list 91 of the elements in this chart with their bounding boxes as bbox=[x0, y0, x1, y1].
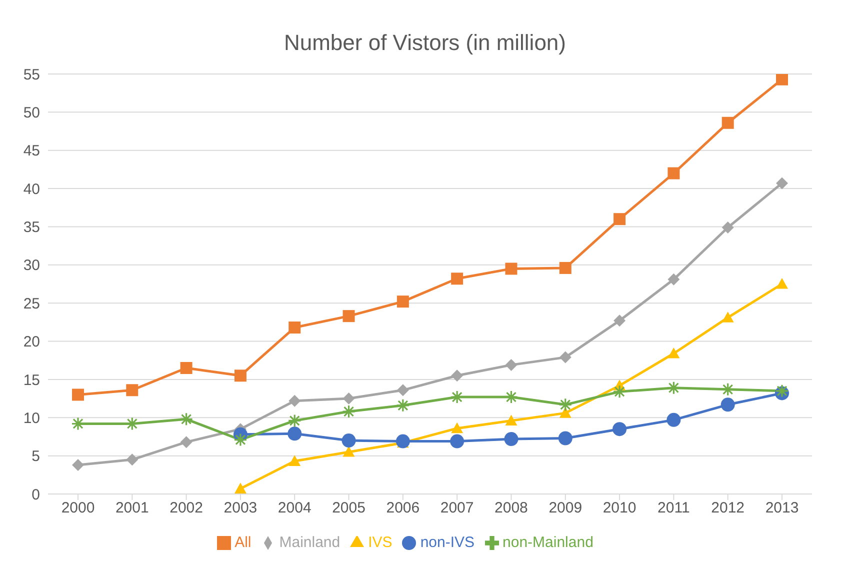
point bbox=[614, 314, 626, 327]
legend-label: IVS bbox=[368, 534, 392, 551]
point bbox=[234, 482, 246, 494]
point bbox=[504, 432, 518, 446]
x-tick-label: 2013 bbox=[765, 500, 799, 517]
point bbox=[396, 434, 410, 448]
point bbox=[450, 390, 464, 404]
point bbox=[612, 422, 627, 436]
y-tick-label: 25 bbox=[23, 295, 40, 312]
x-tick-label: 2005 bbox=[332, 500, 366, 517]
legend-label: All bbox=[234, 534, 252, 551]
point bbox=[342, 434, 356, 448]
legend-label: non-IVS bbox=[420, 534, 475, 551]
point bbox=[288, 322, 301, 334]
point bbox=[234, 370, 246, 382]
y-tick-label: 5 bbox=[32, 448, 40, 466]
point bbox=[125, 416, 139, 431]
y-tick-label: 20 bbox=[23, 334, 40, 351]
point bbox=[720, 398, 735, 412]
point bbox=[342, 392, 355, 405]
y-tick-label: 0 bbox=[32, 486, 40, 504]
point bbox=[288, 394, 301, 407]
point bbox=[451, 422, 464, 434]
point bbox=[559, 351, 572, 364]
point bbox=[342, 446, 355, 457]
point bbox=[505, 262, 518, 275]
y-tick-label: 35 bbox=[23, 219, 40, 236]
chart-title: Number of Vistors (in million) bbox=[282, 29, 567, 57]
x-tick-label: 2003 bbox=[224, 500, 258, 517]
point bbox=[72, 388, 84, 401]
y-tick-label: 45 bbox=[23, 142, 40, 160]
point bbox=[721, 382, 735, 396]
x-tick-label: 2009 bbox=[548, 500, 582, 517]
y-tick-label: 50 bbox=[23, 104, 40, 122]
point bbox=[71, 416, 85, 431]
x-tick-label: 2008 bbox=[494, 500, 528, 517]
x-tick-label: 2004 bbox=[278, 500, 312, 517]
legend-label: non-Mainland bbox=[502, 534, 594, 551]
legend-label: Mainland bbox=[279, 534, 340, 551]
point bbox=[396, 384, 409, 396]
point bbox=[505, 358, 518, 371]
point bbox=[342, 310, 355, 322]
point bbox=[558, 431, 572, 446]
point bbox=[668, 347, 680, 358]
y-tick-label: 55 bbox=[23, 66, 40, 84]
point bbox=[180, 412, 194, 426]
point bbox=[451, 272, 464, 285]
point bbox=[558, 398, 572, 412]
point bbox=[288, 414, 302, 428]
y-tick-label: 10 bbox=[23, 410, 40, 427]
point bbox=[722, 312, 734, 322]
point bbox=[342, 404, 356, 418]
x-tick-label: 2001 bbox=[115, 500, 149, 517]
point bbox=[72, 458, 84, 471]
point bbox=[505, 414, 518, 426]
point bbox=[668, 273, 680, 286]
point bbox=[776, 74, 788, 86]
y-tick-label: 40 bbox=[23, 180, 40, 198]
point bbox=[666, 412, 681, 427]
point bbox=[288, 455, 301, 466]
point bbox=[451, 370, 464, 382]
point bbox=[775, 384, 789, 398]
point bbox=[180, 362, 192, 374]
y-tick-label: 15 bbox=[23, 372, 40, 389]
point bbox=[126, 454, 138, 466]
point bbox=[776, 278, 788, 289]
x-tick-label: 2010 bbox=[602, 500, 636, 517]
x-tick-label: 2012 bbox=[711, 500, 745, 517]
point bbox=[722, 116, 734, 129]
point bbox=[612, 384, 626, 398]
point bbox=[396, 398, 410, 412]
y-tick-label: 30 bbox=[23, 257, 40, 274]
point bbox=[559, 262, 572, 274]
point bbox=[234, 432, 248, 447]
point bbox=[180, 436, 192, 448]
point bbox=[559, 407, 572, 418]
x-tick-label: 2006 bbox=[386, 500, 420, 517]
x-tick-label: 2002 bbox=[170, 500, 203, 517]
point bbox=[450, 434, 464, 448]
point bbox=[288, 426, 302, 441]
point bbox=[396, 296, 409, 308]
x-tick-label: 2011 bbox=[658, 500, 690, 517]
x-tick-label: 2000 bbox=[61, 500, 95, 517]
point bbox=[126, 384, 138, 396]
point bbox=[776, 177, 788, 190]
point bbox=[722, 221, 734, 234]
point bbox=[504, 390, 518, 404]
point bbox=[668, 167, 680, 180]
point bbox=[614, 213, 626, 226]
x-tick-label: 2007 bbox=[440, 500, 474, 517]
point bbox=[666, 381, 680, 395]
